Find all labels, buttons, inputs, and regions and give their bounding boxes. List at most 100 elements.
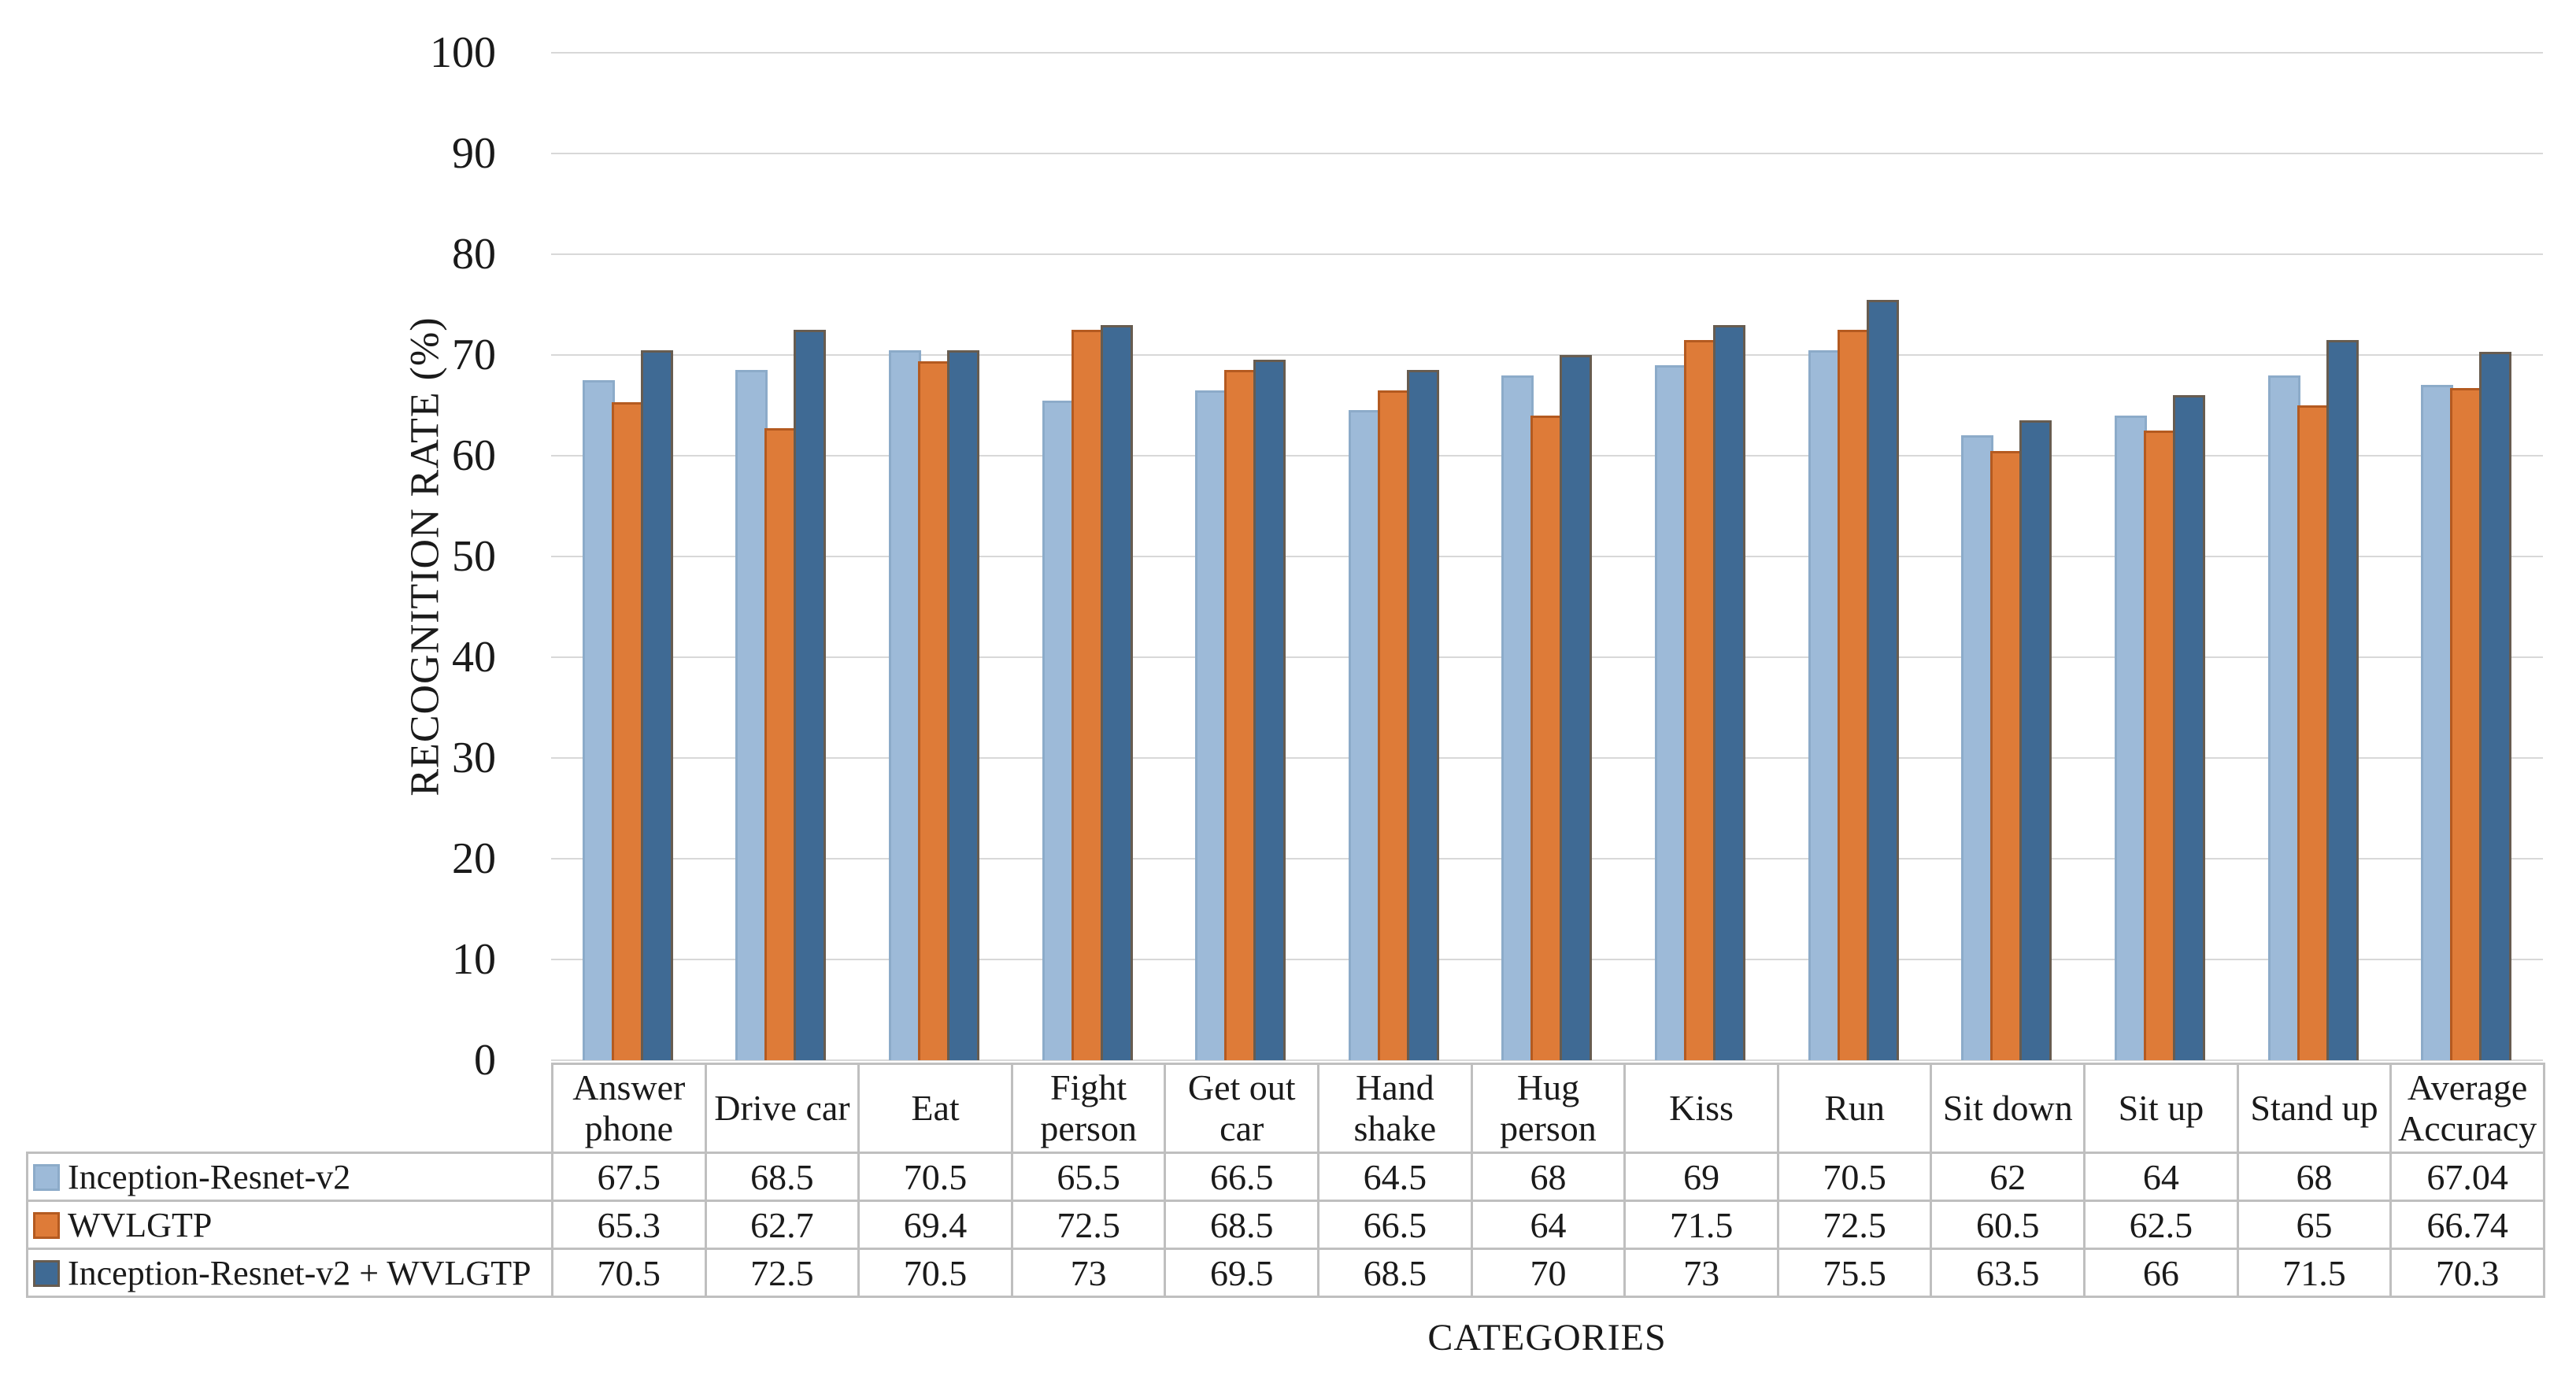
y-tick-label: 80 [452, 230, 496, 279]
bar [1560, 355, 1593, 1060]
legend-cell: Inception-Resnet-v2 + WVLGTP [26, 1248, 553, 1298]
category-header: Run [1776, 1063, 1933, 1154]
bar [918, 361, 951, 1060]
value-cell: 66 [2083, 1248, 2239, 1298]
x-axis-title: CATEGORIES [1427, 1317, 1667, 1359]
bar [2143, 431, 2176, 1060]
value-cell: 66.74 [2389, 1200, 2545, 1250]
bar-group [1164, 53, 1317, 1060]
category-header: Fight person [1010, 1063, 1167, 1154]
y-tick-label: 50 [452, 532, 496, 581]
bar-group [1011, 53, 1164, 1060]
bar [1071, 330, 1104, 1060]
value-cell: 73 [1010, 1248, 1167, 1298]
value-cell: 69.5 [1164, 1248, 1320, 1298]
value-cell: 66.5 [1164, 1152, 1320, 1202]
value-cell: 72.5 [704, 1248, 861, 1298]
bar [2450, 388, 2483, 1060]
category-header: Get out car [1164, 1063, 1320, 1154]
category-header: Average Accuracy [2389, 1063, 2545, 1154]
table-row: WVLGTP 65.3 62.7 69.4 72.5 68.5 66.5 64 71.5 72.5… [26, 1200, 2545, 1250]
bar [1837, 330, 1870, 1060]
legend-swatch [33, 1163, 60, 1191]
value-cell: 62 [1930, 1152, 2086, 1202]
value-cell: 70.5 [1776, 1152, 1933, 1202]
bar-group [551, 53, 705, 1060]
bar [2172, 395, 2205, 1060]
bar [735, 370, 768, 1060]
bar [1406, 370, 1439, 1060]
y-tick-label: 60 [452, 431, 496, 480]
value-cell: 65.5 [1010, 1152, 1167, 1202]
gridline [551, 253, 2543, 255]
y-tick-label: 100 [430, 28, 496, 77]
bar [1655, 365, 1688, 1060]
category-header: Stand up [2236, 1063, 2393, 1154]
bar [1377, 390, 1410, 1060]
value-cell: 68.5 [704, 1152, 861, 1202]
plot-area [551, 52, 2543, 1061]
category-header: Kiss [1623, 1063, 1779, 1154]
legend-label: Inception-Resnet-v2 [68, 1157, 351, 1196]
legend-cell: Inception-Resnet-v2 [26, 1152, 553, 1202]
value-cell: 62.5 [2083, 1200, 2239, 1250]
y-tick-label: 10 [452, 935, 496, 984]
table-header-row: Answer phone Drive car Eat Fight person Get … [28, 1063, 2545, 1154]
value-cell: 70.5 [857, 1152, 1013, 1202]
bar [1501, 375, 1534, 1060]
value-cell: 64.5 [1317, 1152, 1473, 1202]
bar-group [1317, 53, 1471, 1060]
bar [611, 402, 644, 1060]
value-cell: 65 [2236, 1200, 2393, 1250]
value-cell: 70.5 [857, 1248, 1013, 1298]
value-cell: 63.5 [1930, 1248, 2086, 1298]
bar [2479, 352, 2512, 1060]
bar-group [2237, 53, 2390, 1060]
bar-group [705, 53, 858, 1060]
table-row: Inception-Resnet-v2 + WVLGTP 70.5 72.5 70.5… [26, 1248, 2545, 1298]
bar-group [1623, 53, 1777, 1060]
bar [2297, 405, 2330, 1060]
value-cell: 70 [1470, 1248, 1627, 1298]
gridline [551, 52, 2543, 54]
value-cell: 70.5 [551, 1248, 707, 1298]
value-cell: 70.3 [2389, 1248, 2545, 1298]
bar-group [1777, 53, 1930, 1060]
value-cell: 69.4 [857, 1200, 1013, 1250]
value-cell: 73 [1623, 1248, 1779, 1298]
bar [2326, 340, 2359, 1060]
bar [2019, 420, 2052, 1060]
y-tick-label: 0 [474, 1036, 496, 1085]
bar [1042, 401, 1075, 1060]
bar [1684, 340, 1717, 1060]
category-header: Hug person [1470, 1063, 1627, 1154]
value-cell: 64 [1470, 1200, 1627, 1250]
legend-label: WVLGTP [68, 1205, 213, 1244]
value-cell: 67.5 [551, 1152, 707, 1202]
value-cell: 72.5 [1776, 1200, 1933, 1250]
value-cell: 68 [1470, 1152, 1627, 1202]
category-header: Drive car [704, 1063, 861, 1154]
value-cell: 69 [1623, 1152, 1779, 1202]
value-cell: 66.5 [1317, 1200, 1473, 1250]
value-cell: 75.5 [1776, 1248, 1933, 1298]
bar [2114, 416, 2147, 1060]
bar [1530, 416, 1564, 1060]
category-header: Answer phone [551, 1063, 707, 1154]
category-header: Eat [857, 1063, 1013, 1154]
y-tick-label: 90 [452, 129, 496, 178]
value-cell: 68.5 [1164, 1200, 1320, 1250]
value-cell: 72.5 [1010, 1200, 1167, 1250]
gridline [551, 153, 2543, 154]
bar-group [2389, 53, 2543, 1060]
value-cell: 68 [2236, 1152, 2393, 1202]
value-cell: 71.5 [2236, 1248, 2393, 1298]
bar-group [1930, 53, 2084, 1060]
bar [1866, 300, 1899, 1060]
legend-swatch [33, 1211, 60, 1239]
category-header: Sit down [1930, 1063, 2086, 1154]
bar-group [857, 53, 1011, 1060]
value-cell: 65.3 [551, 1200, 707, 1250]
bar-group [2083, 53, 2237, 1060]
bar [1713, 325, 1746, 1060]
